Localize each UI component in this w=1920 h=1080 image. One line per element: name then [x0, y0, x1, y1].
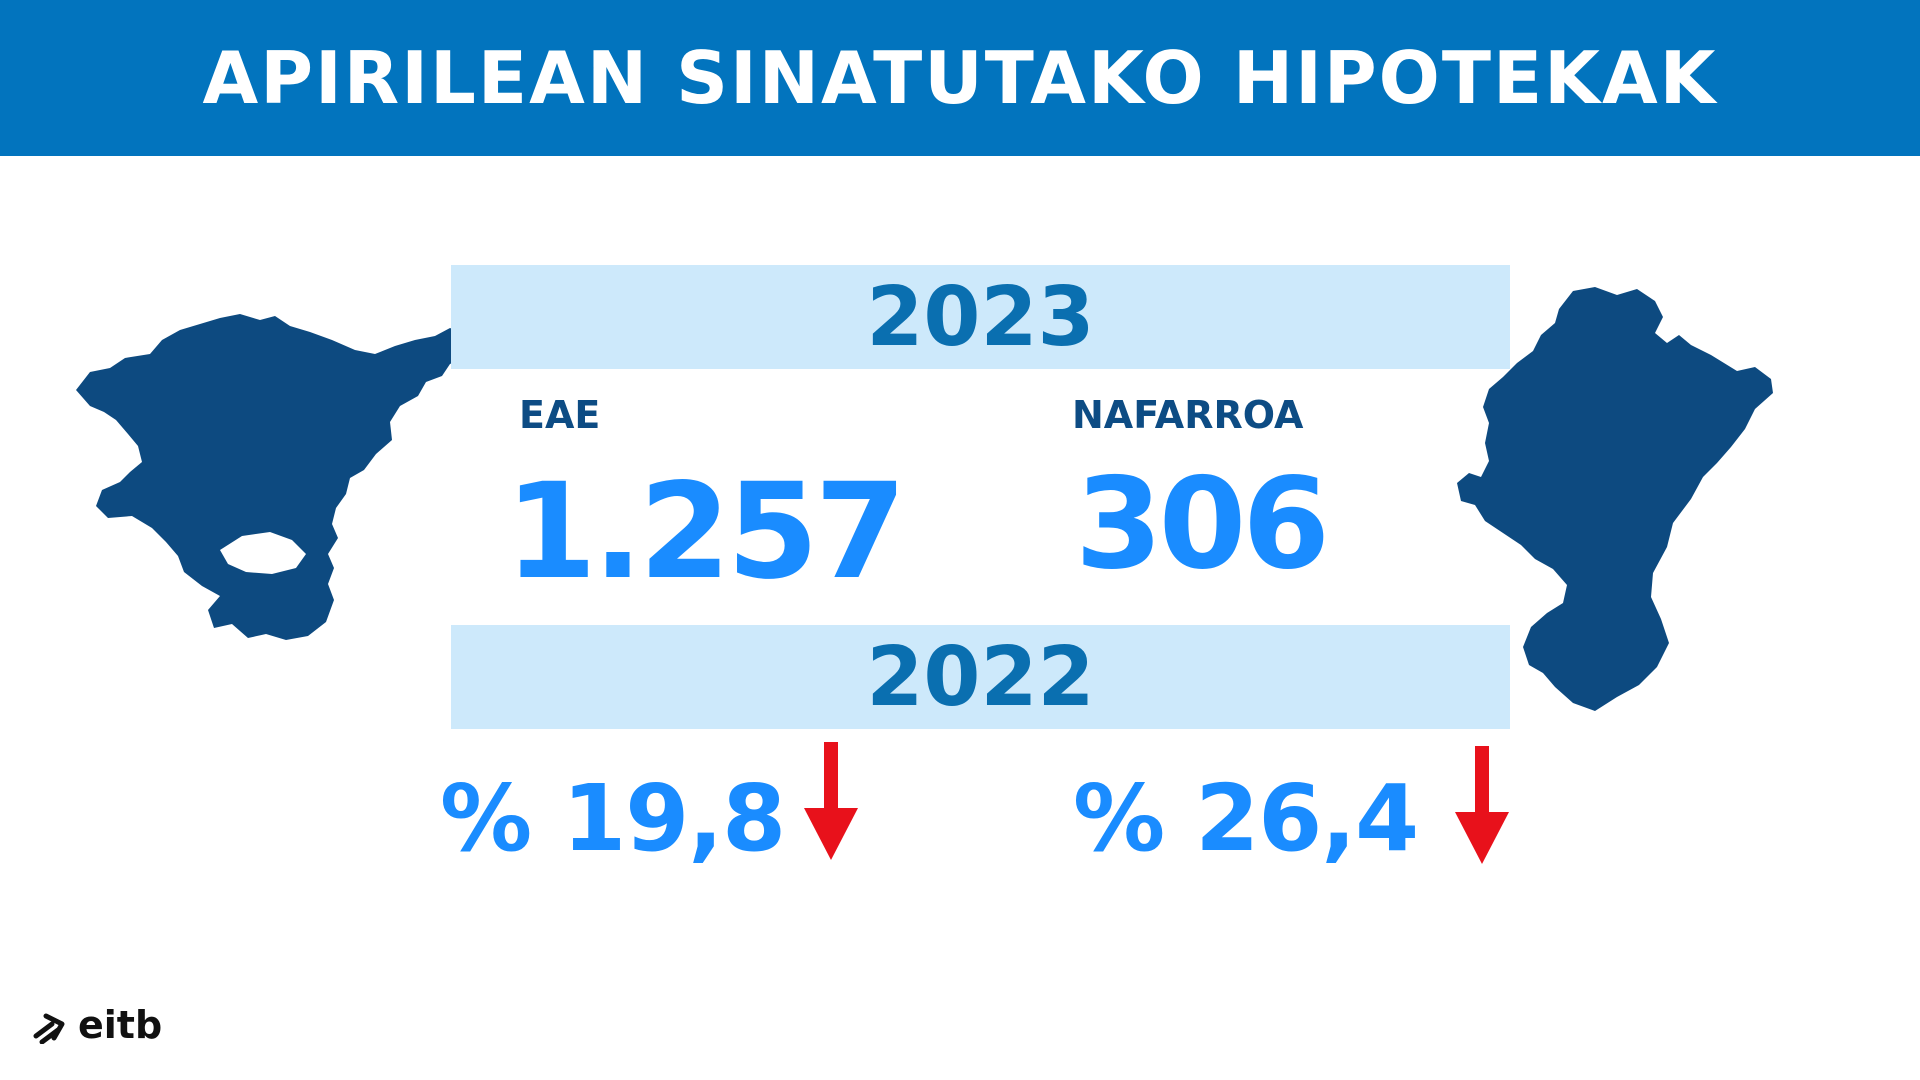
nafarroa-value: 306: [1075, 450, 1330, 597]
year-band-2022: 2022: [451, 625, 1510, 729]
eitb-logo: eitb: [32, 1003, 162, 1047]
down-arrow-icon: [1455, 746, 1509, 864]
previous-year: 2022: [866, 629, 1095, 725]
down-arrow-icon: [804, 742, 858, 860]
eae-value: 1.257: [505, 455, 907, 609]
nafarroa-label: NAFARROA: [1072, 393, 1304, 437]
eae-change: % 19,8: [440, 765, 786, 872]
header-bar: APIRILEAN SINATUTAKO HIPOTEKAK: [0, 0, 1920, 156]
current-year: 2023: [866, 269, 1095, 365]
navarre-map-icon: [1457, 287, 1773, 711]
eae-label: EAE: [519, 393, 601, 437]
eitb-logo-icon: [33, 1013, 65, 1044]
eitb-logo-text: eitb: [78, 1003, 163, 1047]
year-band-2023: 2023: [451, 265, 1510, 369]
basque-country-map-icon: [76, 314, 472, 640]
nafarroa-change: % 26,4: [1073, 765, 1419, 872]
page-title: APIRILEAN SINATUTAKO HIPOTEKAK: [202, 36, 1718, 120]
